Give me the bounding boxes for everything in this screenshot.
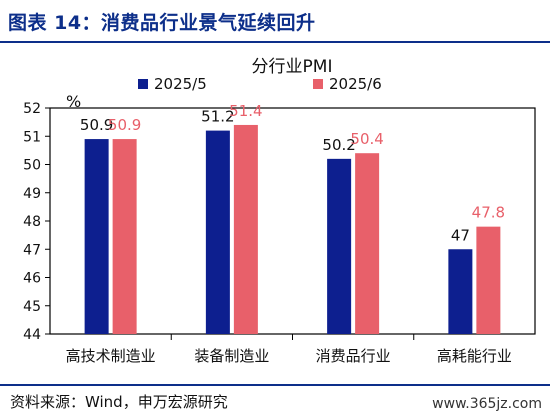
watermark: www.365jz.com	[432, 396, 542, 412]
bar-2	[476, 226, 501, 334]
data-label-1: 50.2	[322, 136, 355, 154]
chart-area: 分行业PMI% 2025/5 2025/6 44 45 46 47 48 49 50 51 52 高技术…	[0, 46, 550, 382]
y-tick-label: 48	[23, 214, 41, 230]
data-label-1: 47	[451, 226, 470, 244]
data-label-1: 51.2	[201, 108, 234, 126]
data-label-1: 50.9	[80, 116, 113, 134]
source-note: 资料来源：Wind，申万宏源研究	[10, 393, 228, 411]
legend-swatch-2	[313, 79, 323, 89]
figure-title: 图表 14：消费品行业景气延续回升	[8, 12, 316, 34]
y-tick-label: 44	[23, 327, 41, 343]
bar-2	[355, 153, 380, 334]
x-tick-label: 消费品行业	[316, 347, 391, 365]
y-tick-label: 52	[23, 101, 41, 117]
data-label-2: 50.9	[108, 116, 141, 134]
figure-header: 图表 14：消费品行业景气延续回升	[0, 0, 550, 44]
bar-1	[84, 139, 109, 334]
y-tick-label: 50	[23, 158, 41, 174]
y-tick-label: 51	[23, 129, 41, 145]
data-label-2: 51.4	[229, 102, 262, 120]
y-tick-label: 45	[23, 299, 41, 315]
data-label-2: 47.8	[472, 204, 505, 222]
bar-2	[233, 124, 258, 334]
bar-1	[205, 130, 230, 334]
y-tick-label: 49	[23, 186, 41, 202]
x-tick-label: 高技术制造业	[66, 347, 156, 365]
legend-label-2: 2025/6	[329, 75, 382, 93]
bar-2	[112, 139, 137, 334]
legend-swatch-1	[138, 79, 148, 89]
legend-label-1: 2025/5	[154, 75, 207, 93]
pmi-bar-chart: 分行业PMI% 2025/5 2025/6 44 45 46 47 48 49 50 51 52 高技术…	[23, 57, 536, 365]
y-tick-label: 46	[23, 271, 41, 287]
bar-1	[448, 249, 473, 334]
x-tick-label: 高耗能行业	[437, 347, 512, 365]
title-underline	[0, 41, 550, 43]
x-tick-label: 装备制造业	[194, 347, 269, 365]
chart-title: 分行业PMI	[252, 57, 333, 77]
data-label-2: 50.4	[350, 130, 383, 148]
y-tick-label: 47	[23, 242, 41, 258]
bar-1	[327, 158, 352, 334]
y-axis-unit-label: %	[66, 92, 81, 111]
source-divider	[0, 384, 550, 386]
